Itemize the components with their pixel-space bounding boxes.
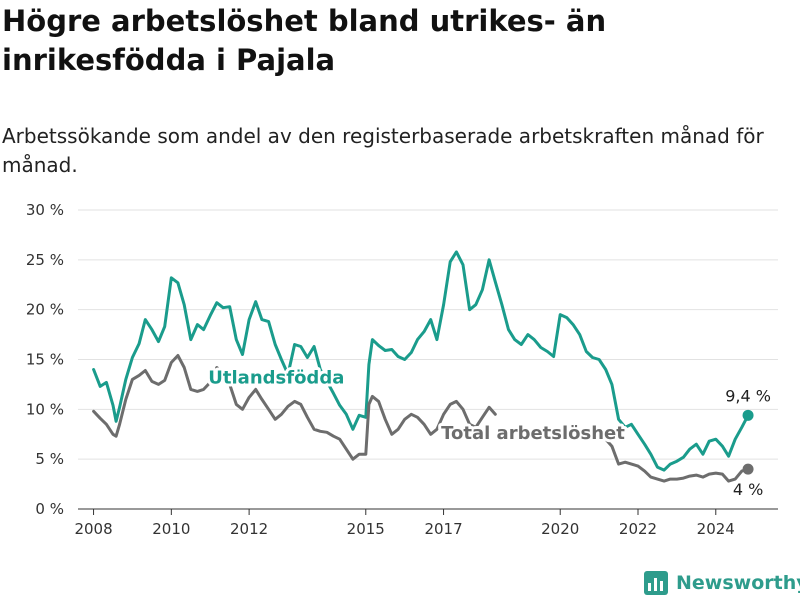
y-tick-label: 25 %: [26, 251, 64, 269]
end-label-total: 4 %: [733, 480, 763, 499]
series-line-2: [597, 432, 750, 483]
y-tick-label: 15 %: [26, 351, 64, 369]
y-tick-label: 30 %: [26, 201, 64, 219]
y-tick-label: 20 %: [26, 301, 64, 319]
series-line-0: [92, 250, 750, 472]
y-gridlines: [78, 209, 778, 460]
y-tick-labels: 0 % 5 % 10 % 15 % 20 % 25 % 30 %: [26, 201, 64, 518]
x-tick-label: 2015: [347, 520, 385, 538]
series-label-halo: Total arbetslöshet: [441, 423, 625, 444]
x-tick-label: 2024: [697, 520, 735, 538]
newsworthy-logo: Newsworthy: [644, 568, 800, 598]
series-label-halo: Utlandsfödda: [208, 367, 344, 388]
series-lines: [92, 250, 750, 483]
x-tick-label: 2012: [230, 520, 268, 538]
end-marker: [742, 409, 754, 421]
series-line-1: [92, 354, 497, 461]
end-marker: [742, 463, 754, 475]
x-tick-label: 2017: [424, 520, 462, 538]
y-tick-label: 5 %: [35, 450, 64, 468]
end-label-utlandsfodda: 9,4 %: [725, 386, 771, 405]
y-tick-label: 10 %: [26, 400, 64, 418]
chart-title: Högre arbetslöshet bland utrikes- än inr…: [2, 4, 607, 77]
x-tick-label: 2020: [541, 520, 579, 538]
bar-chart-icon: [644, 571, 668, 595]
series-label: Total arbetslöshet: [441, 423, 625, 444]
y-tick-label: 0 %: [35, 500, 64, 518]
x-tick-label: 2022: [619, 520, 657, 538]
x-tick-label: 2010: [152, 520, 190, 538]
brand-name: Newsworthy: [676, 572, 800, 594]
x-tick-labels: 2008 2010 2012 2015 2017 2020 2022 2024: [74, 520, 734, 538]
x-tick-label: 2008: [74, 520, 112, 538]
end-markers: 9,4 % 4 %: [725, 386, 771, 499]
x-axis: [78, 508, 778, 515]
chart-subtitle: Arbetssökande som andel av den registerb…: [2, 124, 764, 177]
series-label: Utlandsfödda: [208, 367, 344, 388]
